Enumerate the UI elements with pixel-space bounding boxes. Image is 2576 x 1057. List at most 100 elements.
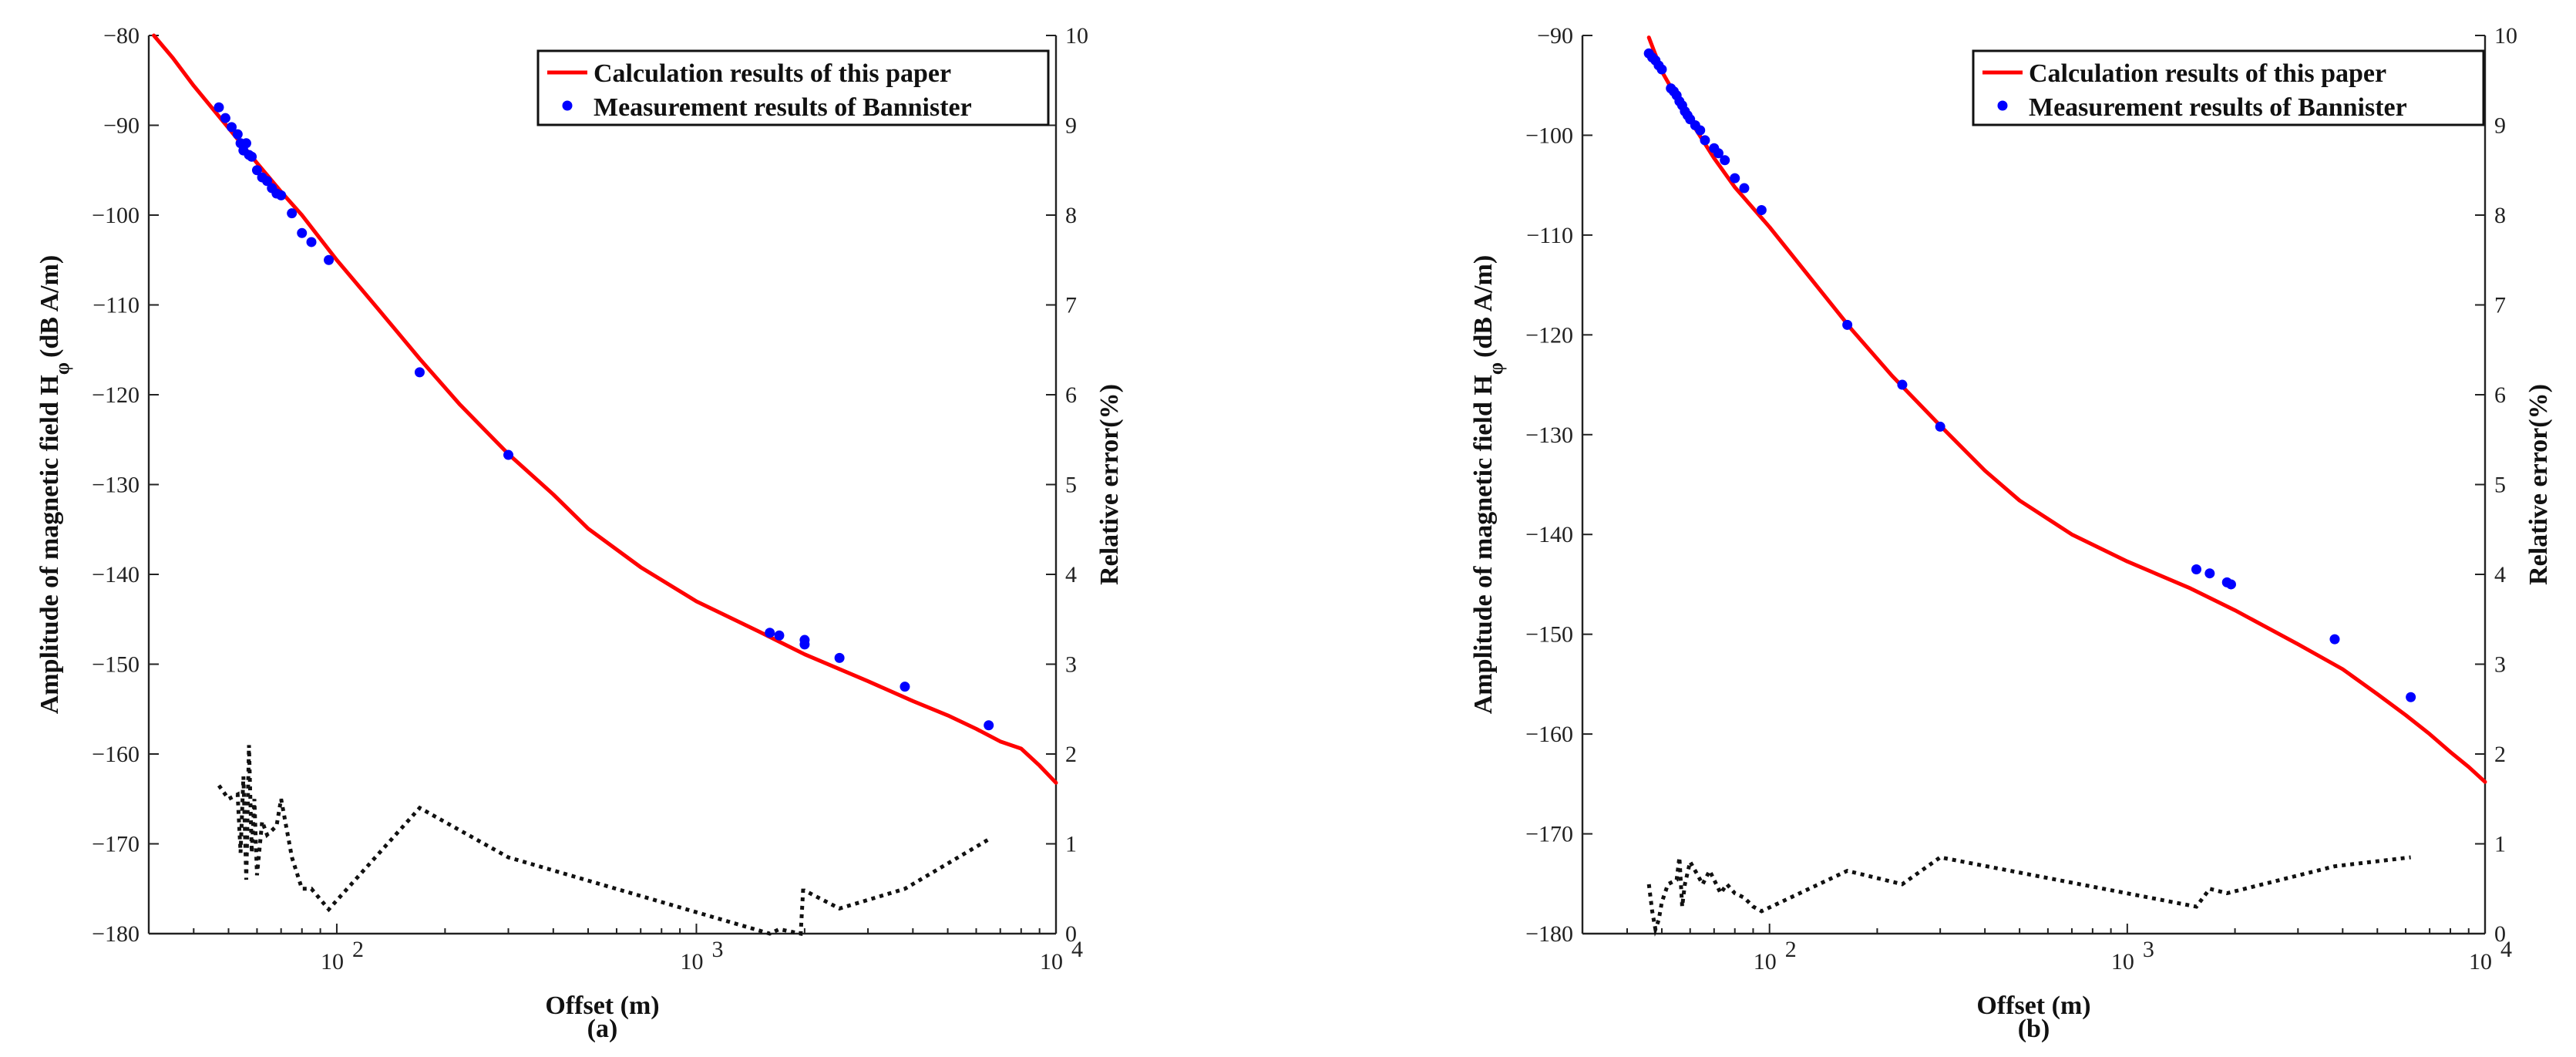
y2-tick-label: 2 [2494, 742, 2506, 767]
measurement-point [834, 652, 845, 663]
y-tick-label: −150 [1525, 622, 1573, 648]
y-tick-label: −90 [103, 113, 140, 139]
x-tick-exponent: 2 [1785, 937, 1797, 962]
measurement-point [503, 449, 514, 460]
x-tick-base: 10 [2469, 949, 2492, 975]
measurement-point [240, 138, 251, 149]
measurement-point [247, 151, 257, 162]
y2-tick-label: 8 [2494, 203, 2506, 228]
y2-tick-label: 3 [1065, 652, 1077, 678]
x-tick-label: 10 2 [1754, 937, 1797, 975]
y-tick-label: −160 [92, 742, 140, 767]
measurement-point [774, 630, 785, 641]
y-axis-title-subscript: φ [1485, 362, 1507, 375]
y-axis-title-unit: (dB A/m) [1469, 255, 1498, 358]
y-tick-label: −110 [1526, 223, 1573, 248]
measurement-point [276, 190, 287, 200]
measurement-point [220, 113, 230, 123]
measurement-point [1656, 64, 1667, 75]
measurement-point [232, 129, 243, 140]
measurement-point [227, 122, 237, 133]
y-tick-label: −90 [1537, 23, 1573, 49]
measurement-point [324, 254, 335, 265]
y-tick-label: −140 [92, 562, 140, 587]
x-tick-label: 10 4 [1040, 937, 1083, 975]
y2-axis-title: Relative error(%) [1095, 384, 1124, 585]
y2-tick-label: 5 [1065, 473, 1077, 498]
measurement-point [306, 237, 317, 247]
x-axis-title: Offset (m) [1976, 991, 2090, 1020]
y2-tick-label: 6 [1065, 382, 1077, 408]
measurement-point [1700, 135, 1710, 146]
legend: Calculation results of this paper Measure… [1972, 49, 2485, 126]
y2-tick-label: 0 [1065, 921, 1077, 947]
y2-tick-label: 0 [2494, 921, 2506, 947]
y-tick-label: −130 [92, 473, 140, 498]
y-tick-label: −130 [1525, 422, 1573, 448]
y-axis-title: Amplitude of magnetic field Hφ (dB A/m) [35, 255, 73, 715]
calculation-line [152, 33, 1058, 785]
x-tick-base: 10 [1040, 949, 1063, 975]
measurement-point [262, 176, 273, 187]
measurement-points [1643, 48, 2416, 702]
y2-tick-label: 8 [1065, 203, 1077, 228]
measurement-point [765, 628, 775, 638]
measurement-point [1756, 205, 1767, 216]
y-tick-label: −100 [1525, 123, 1573, 148]
x-tick-exponent: 2 [352, 937, 364, 962]
y2-tick-label: 1 [1065, 832, 1077, 857]
y2-tick-label: 2 [1065, 742, 1077, 767]
measurement-points [214, 102, 994, 731]
y2-tick-label: 4 [2494, 562, 2506, 587]
x-tick-base: 10 [2111, 949, 2134, 975]
measurement-point [214, 102, 224, 113]
legend-box [536, 49, 1050, 126]
measurement-point [1739, 183, 1750, 194]
x-tick-label: 10 3 [2111, 937, 2154, 975]
measurement-point [1713, 148, 1723, 159]
y-axis-title-unit: (dB A/m) [35, 255, 64, 358]
y2-tick-label: 9 [1065, 113, 1077, 139]
measurement-point [1935, 421, 1945, 432]
y-tick-label: −150 [92, 652, 140, 678]
y-tick-label: −80 [103, 23, 140, 49]
measurement-point [414, 367, 425, 378]
y-tick-label: −160 [1525, 722, 1573, 747]
x-tick-base: 10 [321, 949, 344, 975]
y2-axis-title: Relative error(%) [2524, 384, 2553, 585]
x-tick-label: 10 4 [2469, 937, 2512, 975]
legend-label-calculation: Calculation results of this paper [2029, 59, 2386, 88]
y2-tick-label: 7 [2494, 293, 2506, 318]
chart-panel-b: −90 −100 −110 −120 −130 −140 −150 −160 −170 −180 0… [1469, 23, 2553, 1043]
measurement-point [2329, 634, 2340, 645]
legend: Calculation results of this paper Measure… [536, 49, 1050, 126]
measurement-point [287, 208, 298, 219]
x-tick-base: 10 [680, 949, 703, 975]
y2-tick-label: 10 [2494, 23, 2517, 49]
y2-tick-label: 7 [1065, 293, 1077, 318]
y-axis-title: Amplitude of magnetic field Hφ (dB A/m) [1469, 255, 1507, 715]
y-tick-label: −180 [92, 921, 140, 947]
measurement-point [297, 227, 308, 238]
measurement-point [251, 165, 262, 176]
panel-label: (b) [2018, 1015, 2050, 1043]
x-tick-label: 10 3 [680, 937, 723, 975]
legend-label-calculation: Calculation results of this paper [594, 59, 951, 88]
y2-tick-label: 4 [1065, 562, 1077, 587]
measurement-point [2406, 692, 2416, 702]
y2-tick-label: 1 [2494, 832, 2506, 857]
y2-tick-label: 5 [2494, 473, 2506, 498]
x-tick-exponent: 4 [2500, 937, 2512, 962]
legend-box [1972, 49, 2485, 126]
measurement-point [1730, 173, 1740, 183]
x-tick-base: 10 [1754, 949, 1777, 975]
y-tick-label: −170 [1525, 822, 1573, 847]
y2-tick-label: 6 [2494, 382, 2506, 408]
legend-label-measurement: Measurement results of Bannister [594, 93, 972, 122]
x-tick-label: 10 2 [321, 937, 364, 975]
x-tick-exponent: 4 [1071, 937, 1083, 962]
x-axis-title: Offset (m) [545, 991, 659, 1020]
measurement-point [1695, 125, 1706, 136]
calculation-line [1646, 35, 2487, 784]
chart-panel-a: −80 −90 −100 −110 −120 −130 −140 −150 −160 −170 −1… [35, 23, 1124, 1043]
